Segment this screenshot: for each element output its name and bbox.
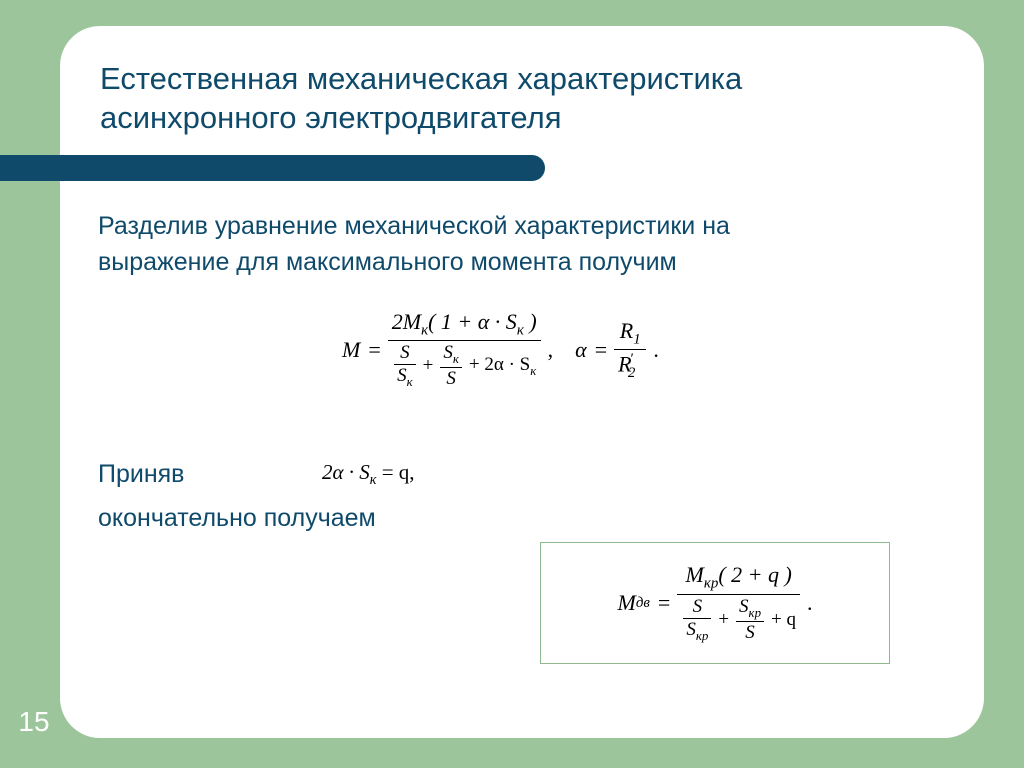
eq3-den-frac1: S Sкр — [683, 596, 711, 644]
eq3-den-f1-num: S — [690, 596, 706, 618]
eq1-alpha-num-sub: 1 — [633, 331, 640, 347]
eq1-alpha-num-r: R — [620, 318, 633, 343]
eq3-numerator: Mкр( 2 + q ) — [682, 561, 796, 593]
equation-final: Mдв = Mкр( 2 + q ) S Sкр + — [614, 561, 817, 644]
eq1-den-f1-den-sub: к — [407, 374, 413, 389]
eq1-comma: , — [544, 337, 558, 363]
lead-line-1: Разделив уравнение механической характер… — [98, 212, 730, 240]
title-line-2: асинхронного электродвигателя — [100, 100, 562, 135]
eq3-den-plus1: + — [713, 609, 734, 631]
equation-main: M = 2Mк( 1 + α · Sк ) S Sк + Sк — [338, 308, 663, 391]
eq1-alpha-den: R′2 — [614, 350, 646, 383]
title-line-1: Естественная механическая характеристика — [100, 61, 742, 96]
eq3-num-M: M — [686, 562, 704, 587]
eq3-den-f2-num-s: S — [739, 596, 749, 617]
eq1-den-f1-den-s: S — [397, 365, 407, 386]
eq1-den-tail-sub: к — [530, 363, 536, 378]
eq1-M: M — [338, 337, 364, 363]
eq1-alpha: α — [571, 337, 591, 363]
equation-q: 2α · Sк = q, — [322, 460, 415, 489]
eq3-den-f2-num: Sкр — [736, 596, 764, 621]
eq1-alpha-num: R1 — [616, 317, 645, 349]
eq3-den-f1-den-s: S — [686, 619, 696, 640]
eq1-den-frac1: S Sк — [394, 342, 416, 390]
eq3-den-f1-den-sub: кр — [696, 628, 709, 643]
title-block: Естественная механическая характеристика… — [100, 60, 944, 138]
eq3-M-sym: M — [618, 590, 636, 616]
eq2-left: 2α · S — [322, 460, 370, 484]
eq1-numerator: 2Mк( 1 + α · Sк ) — [388, 308, 541, 340]
eq3-M-sub: дв — [636, 595, 650, 612]
eq1-alpha-equals: = — [591, 337, 611, 363]
eq1-fraction: 2Mк( 1 + α · Sк ) S Sк + Sк S + 2α — [388, 308, 541, 391]
eq3-num-sub: кр — [704, 576, 718, 592]
eq1-den-f1-num: S — [397, 342, 413, 364]
eq3-den-f2-den: S — [742, 622, 758, 644]
eq1-period: . — [649, 337, 663, 363]
eq1-num-tail: ( 1 + α · S — [428, 309, 517, 334]
conclude-label: окончательно получаем — [98, 504, 376, 533]
eq3-period: . — [803, 590, 817, 616]
eq1-den-f2-num: Sк — [440, 342, 462, 367]
eq3-den-plus2: + q — [766, 609, 796, 631]
eq1-den-f1-den: Sк — [394, 365, 416, 390]
eq1-num-close: ) — [524, 309, 537, 334]
eq3-M: Mдв — [614, 590, 654, 616]
body: Разделив уравнение механической характер… — [98, 208, 944, 281]
page-number: 15 — [12, 706, 56, 738]
eq3-num-r: ( 2 + q ) — [718, 562, 792, 587]
assume-label: Приняв — [98, 460, 184, 489]
eq1-den-plus1: + — [418, 355, 439, 377]
title-accent-bar — [0, 155, 545, 181]
eq1-num-2M: 2M — [392, 309, 421, 334]
eq1-alpha-fraction: R1 R′2 — [614, 317, 646, 383]
eq3-den-f1-den: Sкр — [683, 619, 711, 644]
eq1-equals: = — [364, 337, 384, 363]
eq1-den-tail: + 2α · Sк — [464, 354, 536, 379]
slide-title: Естественная механическая характеристика… — [100, 60, 944, 138]
eq1-alpha-den-sub: 2 — [628, 365, 635, 381]
eq1-den-f2-num-s: S — [443, 342, 453, 363]
eq3-denominator: S Sкр + Sкр S + q — [677, 595, 800, 645]
equation-final-box: Mдв = Mкр( 2 + q ) S Sкр + — [540, 542, 890, 664]
eq1-den-frac2: Sк S — [440, 342, 462, 390]
eq3-den-frac2: Sкр S — [736, 596, 764, 644]
eq1-den-f2-den: S — [443, 368, 459, 390]
eq1-den-plus2: + 2α · S — [469, 354, 530, 375]
slide: Естественная механическая характеристика… — [0, 0, 1024, 768]
lead-line-2: выражение для максимального момента полу… — [98, 248, 677, 276]
eq2-right: = q, — [376, 460, 414, 484]
eq1-den-f2-num-sub: к — [453, 351, 459, 366]
eq3-fraction: Mкр( 2 + q ) S Sкр + Sкр S — [677, 561, 800, 644]
eq3-equals: = — [654, 590, 674, 616]
lead-paragraph: Разделив уравнение механической характер… — [98, 208, 944, 281]
eq1-num-tail-sub: к — [517, 322, 524, 338]
eq3-den-f2-num-sub: кр — [749, 605, 762, 620]
eq1-denominator: S Sк + Sк S + 2α · Sк — [388, 341, 540, 391]
